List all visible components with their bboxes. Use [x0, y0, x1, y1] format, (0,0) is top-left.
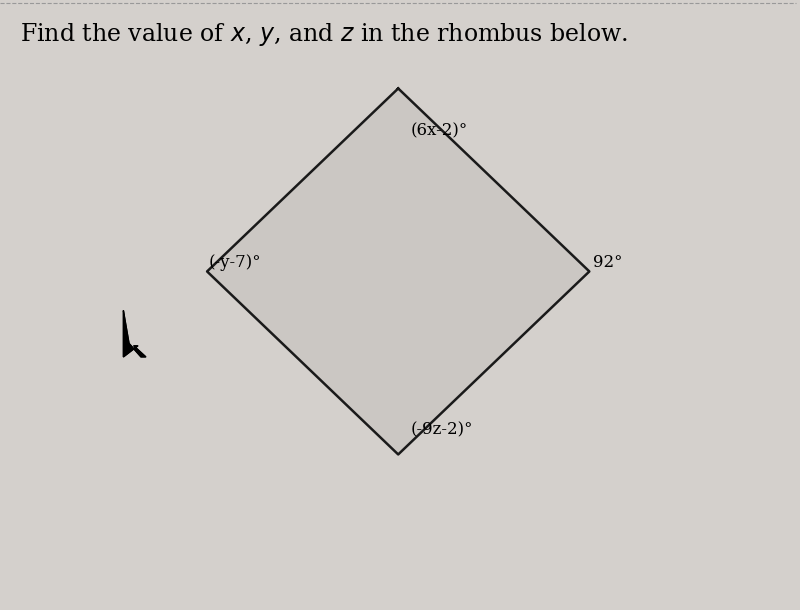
Polygon shape [123, 311, 146, 357]
Text: (-y-7)°: (-y-7)° [209, 254, 262, 271]
Text: 92°: 92° [594, 254, 623, 271]
Polygon shape [207, 88, 590, 454]
Text: (6x-2)°: (6x-2)° [410, 122, 467, 139]
Text: (-9z-2)°: (-9z-2)° [410, 421, 473, 438]
Text: Find the value of $x$, $y$, and $z$ in the rhombus below.: Find the value of $x$, $y$, and $z$ in t… [20, 21, 628, 48]
Polygon shape [123, 311, 146, 357]
